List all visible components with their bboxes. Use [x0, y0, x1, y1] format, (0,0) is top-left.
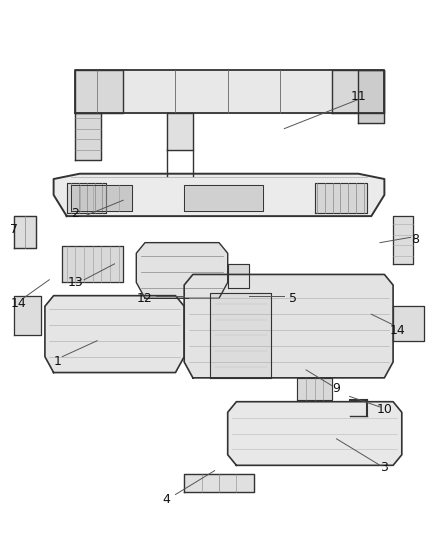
Text: 3: 3 [381, 462, 389, 474]
Polygon shape [45, 296, 184, 373]
Text: 13: 13 [67, 276, 83, 289]
Text: 5: 5 [289, 292, 297, 305]
Polygon shape [184, 274, 393, 378]
Text: 14: 14 [11, 297, 27, 310]
Polygon shape [393, 216, 413, 264]
Polygon shape [136, 243, 228, 298]
Text: 9: 9 [332, 382, 340, 395]
Polygon shape [75, 70, 123, 113]
Polygon shape [332, 70, 385, 113]
Polygon shape [75, 70, 385, 113]
Polygon shape [210, 293, 271, 378]
Polygon shape [167, 113, 193, 150]
Polygon shape [71, 185, 132, 211]
Text: 7: 7 [11, 223, 18, 236]
Polygon shape [393, 306, 424, 341]
Polygon shape [62, 246, 123, 282]
Text: 14: 14 [389, 324, 405, 337]
Polygon shape [184, 474, 254, 492]
Polygon shape [53, 174, 385, 216]
Text: 12: 12 [137, 292, 153, 305]
Polygon shape [358, 70, 385, 123]
Polygon shape [228, 402, 402, 465]
Polygon shape [184, 185, 262, 211]
Text: 8: 8 [411, 233, 419, 246]
Text: 4: 4 [163, 494, 171, 506]
Polygon shape [228, 264, 250, 288]
Polygon shape [315, 183, 367, 214]
Polygon shape [14, 216, 36, 248]
Polygon shape [297, 378, 332, 400]
Text: 11: 11 [350, 90, 366, 103]
Text: 10: 10 [376, 403, 392, 416]
Polygon shape [67, 183, 106, 214]
Polygon shape [75, 113, 102, 160]
Text: 1: 1 [54, 356, 62, 368]
Text: 2: 2 [71, 207, 79, 220]
Polygon shape [14, 296, 41, 335]
